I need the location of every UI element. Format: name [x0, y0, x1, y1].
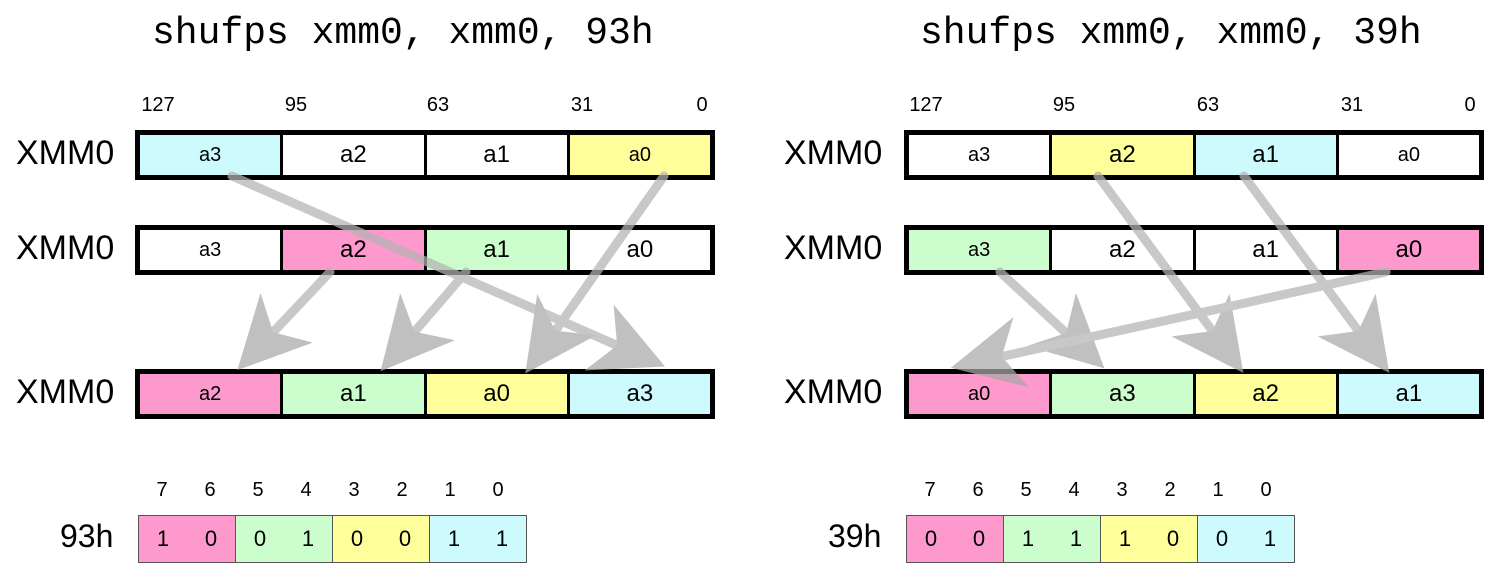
right-arrow-a0: [950, 267, 1391, 388]
left-row1-cell-a1: a1: [423, 135, 567, 175]
right-imm-bit-5: 1: [1003, 516, 1052, 562]
left-row1-cell-a2: a2: [280, 135, 424, 175]
right-bitpos-127: 127: [909, 94, 943, 116]
right-row3-cell-a2: a2: [1192, 374, 1336, 414]
left-imm-bit-7: 1: [139, 516, 187, 562]
left-imm-index-1: 1: [444, 479, 456, 501]
left-imm-bit-0: 1: [478, 516, 526, 562]
right-imm-index-0: 0: [1260, 479, 1272, 501]
right-bitpos-95: 95: [1052, 94, 1076, 116]
right-row2-cell-a2: a2: [1049, 230, 1193, 270]
left-imm-bit-1: 1: [429, 516, 478, 562]
left-imm-bits: 1 0 0 1 0 0 1 1: [138, 515, 527, 563]
right-row2-cell-a0: a0: [1335, 230, 1479, 270]
right-imm-index-6: 6: [972, 479, 984, 501]
right-imm-bit-2: 0: [1149, 516, 1197, 562]
left-imm-index-4: 4: [300, 479, 312, 501]
right-row3-cell-a1: a1: [1335, 374, 1479, 414]
left-row2-cell-a1: a1: [423, 230, 567, 270]
right-imm-bits: 0 0 1 1 1 0 0 1: [906, 515, 1295, 563]
left-bitpos-127: 127: [141, 94, 175, 116]
left-imm-bit-5: 0: [235, 516, 284, 562]
right-row3-cell-a0: a0: [909, 374, 1050, 414]
left-row3-cell-a0: a0: [423, 374, 567, 414]
left-imm-bit-6: 0: [187, 516, 235, 562]
right-imm-bit-1: 0: [1197, 516, 1246, 562]
right-row3-register: a0 a3 a2 a1: [904, 369, 1484, 419]
left-row2-register: a3 a2 a1 a0: [135, 225, 715, 275]
left-imm-index-7: 7: [156, 479, 168, 501]
right-row1-label: XMM0: [784, 134, 883, 172]
left-row2-label: XMM0: [16, 229, 115, 267]
right-arrow-a3: [995, 267, 1105, 369]
left-bitpos-63: 63: [426, 94, 450, 116]
left-imm-index-3: 3: [348, 479, 360, 501]
left-row1-label: XMM0: [16, 134, 115, 172]
right-row3-label: XMM0: [784, 373, 883, 411]
left-arrow-a2: [237, 267, 335, 371]
left-arrow-a1: [380, 267, 471, 372]
right-imm-index-4: 4: [1068, 479, 1080, 501]
right-bitpos-31: 31: [1340, 94, 1364, 116]
left-row2-cell-a3: a3: [140, 230, 281, 270]
right-row1-cell-a3: a3: [909, 135, 1050, 175]
left-row3-label: XMM0: [16, 373, 115, 411]
right-imm-index-2: 2: [1164, 479, 1176, 501]
left-imm-label: 93h: [60, 518, 114, 554]
left-row1-register: a3 a2 a1 a0: [135, 130, 715, 180]
right-bitpos-63: 63: [1196, 94, 1220, 116]
left-row1-cell-a3: a3: [140, 135, 281, 175]
left-row1-cell-a0: a0: [566, 135, 710, 175]
right-row1-cell-a0: a0: [1335, 135, 1479, 175]
left-imm-index-2: 2: [396, 479, 408, 501]
right-imm-index-3: 3: [1116, 479, 1128, 501]
left-row3-cell-a1: a1: [280, 374, 424, 414]
right-row2-cell-a1: a1: [1192, 230, 1336, 270]
left-row3-register: a2 a1 a0 a3: [135, 369, 715, 419]
right-imm-label: 39h: [828, 518, 882, 554]
left-row2-cell-a2: a2: [280, 230, 424, 270]
left-imm-bit-2: 0: [381, 516, 429, 562]
left-bitpos-0: 0: [696, 94, 708, 116]
left-title: shufps xmm0, xmm0, 93h: [152, 12, 654, 55]
right-row1-cell-a2: a2: [1049, 135, 1193, 175]
right-row1-register: a3 a2 a1 a0: [904, 130, 1484, 180]
right-row2-register: a3 a2 a1 a0: [904, 225, 1484, 275]
right-imm-bit-4: 1: [1052, 516, 1100, 562]
left-imm-index-0: 0: [492, 479, 504, 501]
left-row3-cell-a3: a3: [566, 374, 710, 414]
right-title: shufps xmm0, xmm0, 39h: [920, 12, 1422, 55]
right-imm-bit-6: 0: [955, 516, 1003, 562]
right-imm-index-1: 1: [1212, 479, 1224, 501]
right-imm-bit-0: 1: [1246, 516, 1294, 562]
right-row3-cell-a3: a3: [1049, 374, 1193, 414]
right-row2-label: XMM0: [784, 229, 883, 267]
left-imm-index-5: 5: [252, 479, 264, 501]
right-imm-bit-3: 1: [1100, 516, 1149, 562]
left-imm-bit-3: 0: [332, 516, 381, 562]
left-row3-cell-a2: a2: [140, 374, 281, 414]
right-imm-index-7: 7: [924, 479, 936, 501]
right-imm-bit-7: 0: [907, 516, 955, 562]
right-imm-index-5: 5: [1020, 479, 1032, 501]
left-row2-cell-a0: a0: [566, 230, 710, 270]
left-imm-bit-4: 1: [284, 516, 332, 562]
right-row1-cell-a1: a1: [1192, 135, 1336, 175]
left-bitpos-31: 31: [570, 94, 594, 116]
right-row2-cell-a3: a3: [909, 230, 1050, 270]
left-bitpos-95: 95: [284, 94, 308, 116]
left-imm-index-6: 6: [204, 479, 216, 501]
right-bitpos-0: 0: [1464, 94, 1476, 116]
